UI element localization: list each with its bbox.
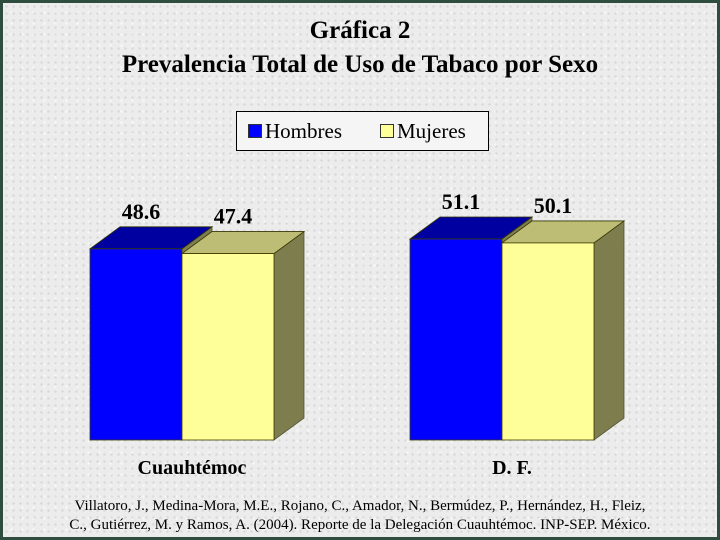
category-label-2: D. F. [492,457,532,479]
bar-side-mujeres-2 [593,220,625,441]
value-label-mujeres-2: 50.1 [534,193,573,218]
bar-side-mujeres-1 [273,230,305,441]
bar-hombres-1 [89,248,183,441]
legend-label-hombres: Hombres [265,119,342,143]
legend-swatch-hombres [248,124,262,138]
chart-title-line1: Gráfica 2 [309,17,411,44]
value-label-mujeres-1: 47.4 [214,204,253,229]
bar-chart: 48.6 47.4 Cuauhtémoc 51.1 50.1 D. F. [88,189,626,479]
citation-line1: Villatoro, J., Medina-Mora, M.E., Rojano… [74,498,646,514]
citation-line2: C., Gutiérrez, M. y Ramos, A. (2004). Re… [69,517,651,533]
legend-label-mujeres: Mujeres [397,119,466,143]
legend: Hombres Mujeres [236,111,489,151]
value-label-hombres-2: 51.1 [442,189,481,214]
bar-mujeres-1 [181,253,275,441]
citation: Villatoro, J., Medina-Mora, M.E., Rojano… [13,497,707,535]
value-label-hombres-1: 48.6 [122,199,161,224]
bar-hombres-2 [409,238,503,441]
bar-mujeres-2 [501,242,595,441]
chart-title-line2: Prevalencia Total de Uso de Tabaco por S… [121,51,599,78]
category-label-1: Cuauhtémoc [138,457,247,479]
legend-swatch-mujeres [380,124,394,138]
